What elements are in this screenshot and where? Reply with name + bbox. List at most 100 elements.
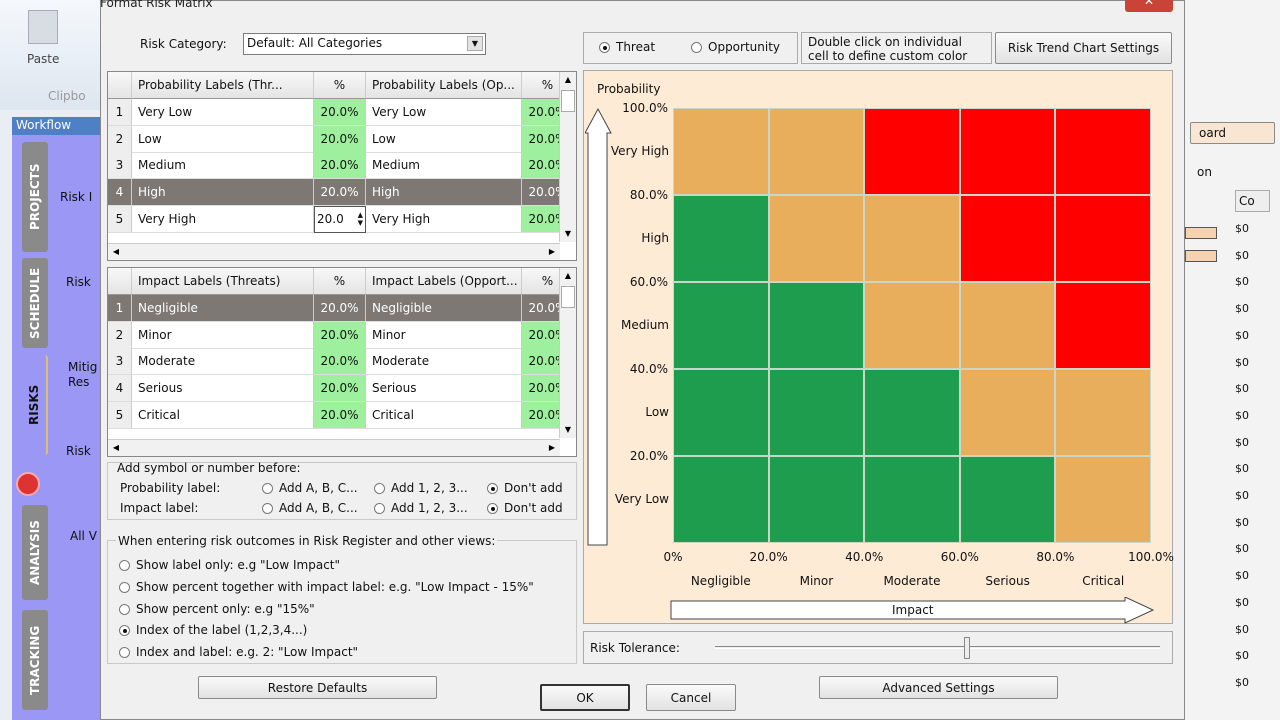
matrix-cell[interactable] (1055, 108, 1151, 195)
percent-cell[interactable]: 20.0% (314, 99, 366, 126)
impact-grid-horizontal-scrollbar[interactable]: ◀ ▶ (108, 439, 560, 456)
table-row[interactable]: 2 Minor 20.0% Minor 20.0% (108, 321, 574, 349)
percent-cell[interactable]: 20.0% (314, 125, 366, 153)
radio-icon[interactable] (119, 603, 130, 615)
radio-icon[interactable] (119, 581, 130, 593)
matrix-cell[interactable] (864, 369, 960, 456)
label-cell[interactable]: Minor (366, 321, 522, 349)
column-header-cost[interactable]: Co (1235, 190, 1270, 212)
chevron-down-icon[interactable]: ▼ (467, 36, 483, 51)
label-cell[interactable]: Very Low (132, 99, 314, 126)
label-cell[interactable]: Negligible (132, 295, 314, 322)
scroll-left-icon[interactable]: ◀ (112, 247, 120, 256)
table-row[interactable]: 3 Moderate 20.0% Moderate 20.0% (108, 348, 574, 376)
outcome-option[interactable]: Show percent only: e.g "15%" (119, 602, 315, 616)
radio-icon[interactable] (262, 503, 273, 514)
matrix-cell[interactable] (864, 108, 960, 195)
risk-trend-chart-settings-button[interactable]: Risk Trend Chart Settings (995, 32, 1172, 64)
table-row[interactable]: 5 Very High 20.0 ▲ ▼ Very High 20.0% (108, 205, 574, 233)
table-row[interactable]: 4 High 20.0% High 20.0% (108, 179, 574, 207)
percent-cell[interactable]: 20.0% (314, 152, 366, 180)
risk-category-select[interactable]: Default: All Categories ▼ (243, 33, 486, 55)
label-cell[interactable]: Moderate (366, 348, 522, 376)
scroll-up-icon[interactable]: ▲ (564, 75, 572, 84)
workflow-item-risk-matrix[interactable]: Risk (66, 444, 91, 458)
percent-cell[interactable]: 20.0% (314, 401, 366, 429)
outcome-option[interactable]: Show label only: e.g "Low Impact" (119, 558, 340, 572)
probability-prefix-option[interactable]: Don't add (487, 481, 563, 495)
percent-edit-spinner[interactable]: 20.0 ▲ ▼ (314, 205, 366, 233)
matrix-cell[interactable] (768, 369, 865, 456)
radio-icon[interactable] (374, 503, 385, 514)
matrix-cell[interactable] (864, 195, 960, 282)
label-cell[interactable]: Very High (132, 205, 314, 233)
probability-grid-horizontal-scrollbar[interactable]: ◀ ▶ (108, 243, 560, 260)
percent-cell[interactable]: 20.0% (314, 321, 366, 349)
outcome-option[interactable]: Index and label: e.g. 2: "Low Impact" (119, 645, 358, 659)
radio-icon[interactable] (374, 483, 385, 494)
scroll-down-icon[interactable]: ▼ (564, 229, 572, 238)
matrix-cell[interactable] (768, 282, 865, 369)
label-cell[interactable]: Low (132, 125, 314, 153)
radio-icon[interactable] (487, 503, 498, 514)
column-header[interactable]: Probability Labels (Thr... (132, 72, 314, 99)
radio-icon[interactable] (487, 483, 498, 494)
column-header[interactable]: % (314, 268, 366, 295)
matrix-cell[interactable] (864, 282, 960, 369)
matrix-cell[interactable] (673, 108, 769, 195)
radio-icon[interactable] (119, 560, 130, 571)
column-header[interactable]: Probability Labels (Op... (366, 72, 522, 99)
scroll-up-icon[interactable]: ▲ (564, 271, 572, 280)
impact-grid-vertical-scrollbar[interactable]: ▲ ▼ (559, 268, 576, 438)
close-button[interactable]: ✕ (1125, 0, 1173, 12)
risk-tolerance-slider-thumb[interactable] (963, 637, 970, 659)
probability-prefix-option[interactable]: Add 1, 2, 3... (374, 481, 468, 495)
outcome-option[interactable]: Show percent together with impact label:… (119, 580, 534, 594)
probability-grid-vertical-scrollbar[interactable]: ▲ ▼ (559, 72, 576, 242)
scroll-down-icon[interactable]: ▼ (564, 425, 572, 434)
label-cell[interactable]: Low (366, 125, 522, 153)
label-cell[interactable]: Moderate (132, 348, 314, 376)
cancel-button[interactable]: Cancel (646, 684, 736, 711)
label-cell[interactable]: High (132, 179, 314, 207)
restore-defaults-button[interactable]: Restore Defaults (198, 676, 437, 699)
scroll-right-icon[interactable]: ▶ (548, 247, 556, 256)
matrix-cell[interactable] (1055, 282, 1151, 369)
percent-cell[interactable]: 20.0% (314, 179, 366, 207)
label-cell[interactable]: Serious (366, 375, 522, 403)
table-row[interactable]: 3 Medium 20.0% Medium 20.0% (108, 152, 574, 180)
table-row[interactable]: 4 Serious 20.0% Serious 20.0% (108, 375, 574, 403)
advanced-settings-button[interactable]: Advanced Settings (819, 676, 1058, 699)
matrix-cell[interactable] (768, 195, 865, 282)
risk-tolerance-slider[interactable] (715, 646, 1160, 649)
label-cell[interactable]: Critical (132, 401, 314, 429)
label-cell[interactable]: Negligible (366, 295, 522, 322)
table-row[interactable]: 1 Negligible 20.0% Negligible 20.0% (108, 295, 574, 322)
label-cell[interactable]: Medium (132, 152, 314, 180)
label-cell[interactable]: Serious (132, 375, 314, 403)
matrix-cell[interactable] (1055, 195, 1151, 282)
label-cell[interactable]: Medium (366, 152, 522, 180)
radio-icon[interactable] (262, 483, 273, 494)
label-cell[interactable]: Very High (366, 205, 522, 233)
matrix-cell[interactable] (768, 456, 865, 543)
outcome-option[interactable]: Index of the label (1,2,3,4...) (119, 623, 307, 637)
matrix-cell[interactable] (959, 108, 1056, 195)
threat-radio[interactable]: Threat (599, 40, 655, 54)
matrix-cell[interactable] (673, 456, 769, 543)
scroll-thumb[interactable] (561, 90, 575, 112)
radio-icon[interactable] (119, 647, 130, 659)
impact-prefix-option[interactable]: Add A, B, C... (262, 501, 358, 515)
matrix-cell[interactable] (959, 456, 1056, 543)
tab-risks[interactable]: RISKS (22, 355, 48, 455)
table-row[interactable]: 1 Very Low 20.0% Very Low 20.0% (108, 99, 574, 126)
column-header[interactable]: % (314, 72, 366, 99)
percent-cell[interactable]: 20.0% (314, 348, 366, 376)
radio-icon[interactable] (119, 625, 130, 637)
workflow-item-mitigation[interactable]: Mitig Res (68, 360, 98, 389)
spinner-arrows-icon[interactable]: ▲ ▼ (357, 211, 363, 228)
tab-projects[interactable]: PROJECTS (22, 142, 48, 252)
matrix-cell[interactable] (959, 195, 1056, 282)
workflow-item-risk-register[interactable]: Risk I (60, 190, 93, 204)
matrix-cell[interactable] (1055, 456, 1151, 543)
